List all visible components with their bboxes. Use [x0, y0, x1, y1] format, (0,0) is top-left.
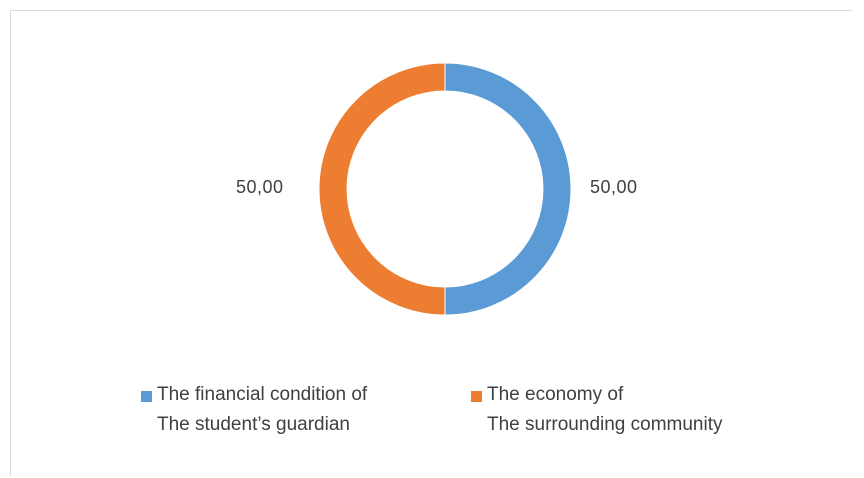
donut-slice-0: [444, 62, 572, 316]
data-label-right: 50,00: [590, 177, 638, 197]
donut-slice-1: [318, 62, 446, 316]
legend-swatch-orange: [471, 391, 482, 402]
data-label-left: 50,00: [236, 177, 284, 197]
legend-item-economy: The economy of The surrounding community: [471, 384, 723, 440]
legend-item-financial-condition: The financial condition of The student’s…: [141, 384, 367, 440]
chart-legend: The financial condition of The student’s…: [141, 384, 841, 446]
chart-area: 50,00 50,00 The financial condition of T…: [10, 10, 852, 476]
legend-swatch-blue: [141, 391, 152, 402]
donut-chart: [318, 62, 572, 316]
legend-label-line1: The financial condition of: [157, 384, 368, 405]
legend-label-line2: The surrounding community: [487, 414, 723, 435]
legend-label-line1: The economy of: [487, 384, 624, 405]
legend-label-line2: The student’s guardian: [157, 414, 350, 435]
